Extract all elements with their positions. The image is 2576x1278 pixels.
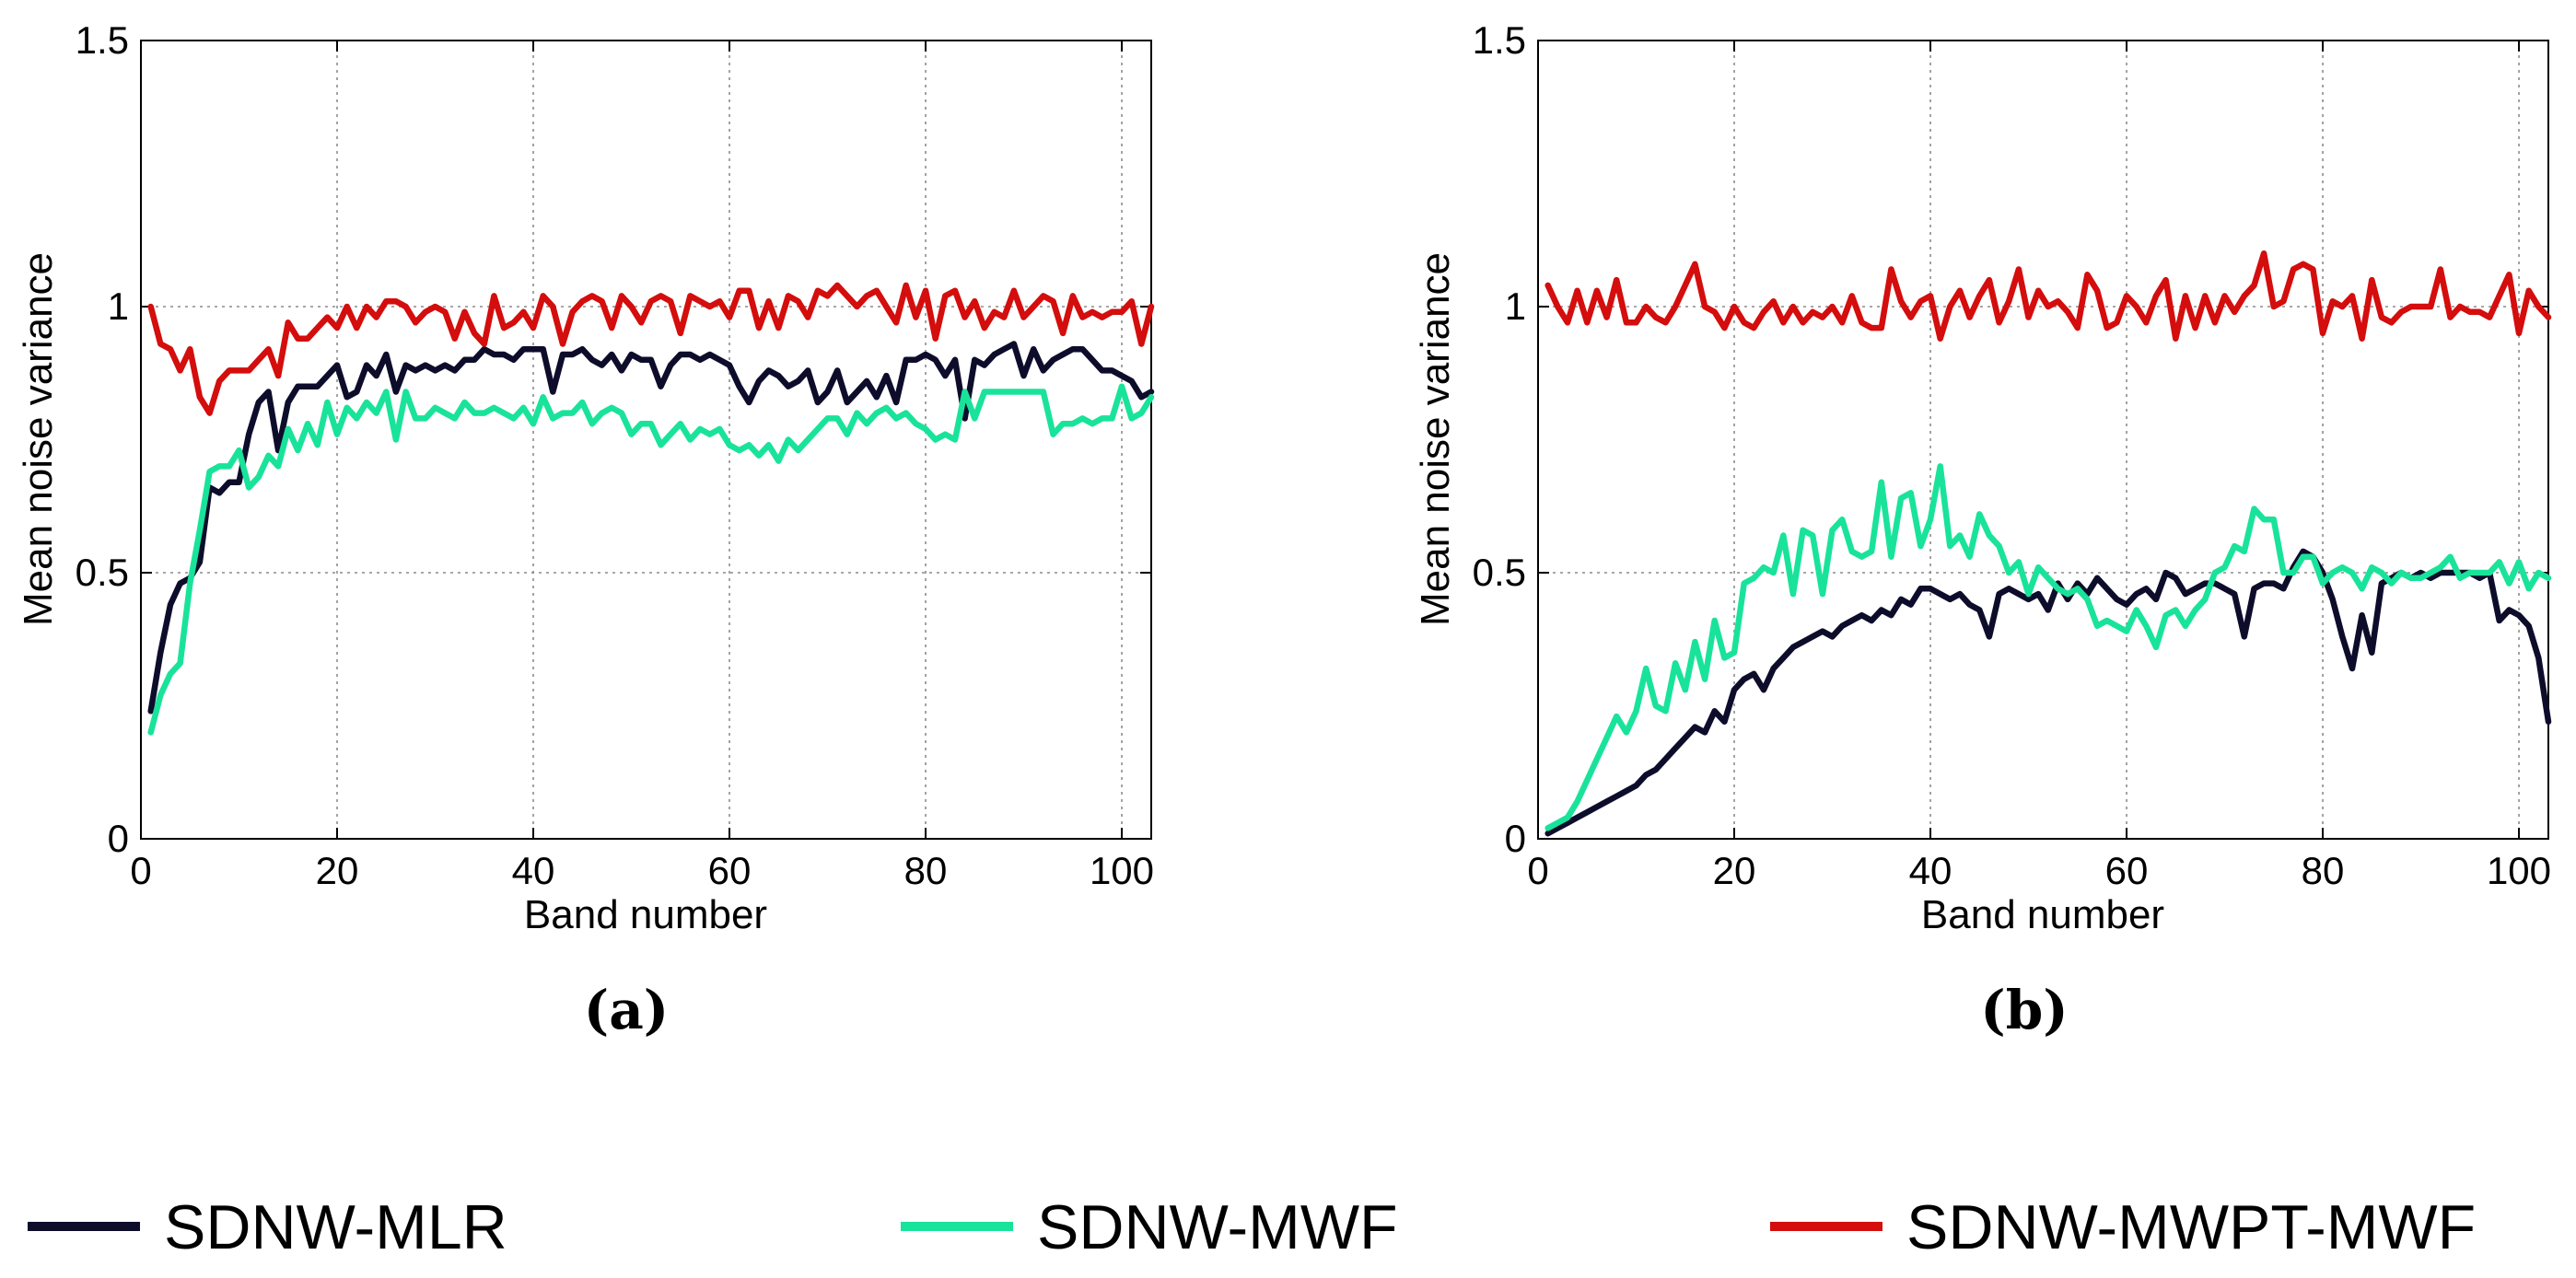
x-axis-label-b: Band number [1921,892,2164,937]
x-axis-label-a: Band number [524,892,767,937]
legend-label-mlr: SDNW-MLR [164,1192,507,1262]
ticks-a [140,40,1151,840]
x-tick-label: 80 [2302,849,2345,892]
x-tick-label: 20 [1713,849,1756,892]
x-tick-label: 100 [1090,849,1154,892]
legend: SDNW-MLR SDNW-MWF SDNW-MWPT-MWF [28,1192,2476,1262]
y-tick-label: 0.5 [1473,551,1526,594]
y-tick-label: 1 [1505,285,1526,328]
series-line-sdnw-mlr [1544,548,2552,837]
series-line-sdnw-mlr [147,341,1155,715]
chart-panel-a: 0 0.5 1 1.5 0 20 40 60 80 100 Band numbe… [16,18,1155,1041]
series-line-sdnw-mwpt-mwf [147,282,1155,416]
x-tick-label: 80 [904,849,948,892]
panel-label-a: (a) [584,979,669,1041]
y-tick-label: 1.5 [1473,18,1526,62]
series-line-sdnw-mwf [1544,463,2552,831]
legend-label-mwf: SDNW-MWF [1037,1192,1398,1262]
x-tick-label: 60 [2105,849,2149,892]
series-line-sdnw-mwpt-mwf [1544,250,2552,342]
ticks-b [1537,40,2548,840]
y-tick-label: 0 [1505,817,1526,860]
x-tick-label: 0 [1527,849,1548,892]
plot-frame-a [140,40,1152,840]
x-tick-label: 0 [130,849,151,892]
x-tick-label: 40 [512,849,555,892]
y-tick-label: 0 [108,817,129,860]
x-tick-label: 20 [316,849,359,892]
series-group-b [1544,250,2552,837]
series-line-sdnw-mwf [147,383,1155,736]
x-tick-label: 100 [2487,849,2551,892]
plot-frame-b [1537,40,2549,840]
chart-panel-b: 0 0.5 1 1.5 0 20 40 60 80 100 Band numbe… [1413,18,2552,1041]
x-tick-label: 60 [708,849,752,892]
y-tick-label: 1.5 [76,18,129,62]
series-group-a [147,282,1155,736]
y-tick-label: 0.5 [76,551,129,594]
grid-b [1538,41,2548,839]
legend-label-mwpt-mwf: SDNW-MWPT-MWF [1906,1192,2476,1262]
panel-label-b: (b) [1980,979,2068,1041]
y-axis-label-b: Mean noise variance [1413,252,1458,626]
x-tick-label: 40 [1909,849,1952,892]
y-tick-label: 1 [108,285,129,328]
y-axis-label-a: Mean noise variance [16,252,61,626]
